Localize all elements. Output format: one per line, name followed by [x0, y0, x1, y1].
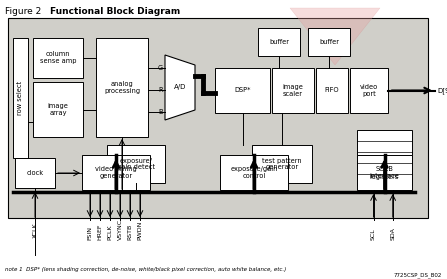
Bar	[33, 82, 83, 137]
Text: DSP*: DSP*	[234, 88, 251, 93]
Bar	[258, 28, 300, 56]
Text: RSTB: RSTB	[127, 224, 132, 240]
Text: G: G	[158, 65, 163, 71]
Text: 7725CSP_DS_B02: 7725CSP_DS_B02	[394, 272, 442, 278]
Bar	[350, 68, 388, 113]
Text: buffer: buffer	[269, 39, 289, 45]
Polygon shape	[165, 55, 195, 120]
Bar	[220, 155, 288, 190]
Text: exposure/gain
control: exposure/gain control	[230, 166, 278, 179]
Bar	[82, 155, 150, 190]
Bar	[8, 18, 428, 218]
Text: Figure 2: Figure 2	[5, 7, 41, 16]
Text: VSYNC: VSYNC	[118, 219, 122, 240]
Text: FIFO: FIFO	[325, 88, 339, 93]
Text: A/D: A/D	[174, 85, 186, 90]
Text: video timing
generator: video timing generator	[95, 166, 137, 179]
Bar	[357, 130, 412, 185]
Polygon shape	[290, 8, 380, 65]
Text: PCLK: PCLK	[107, 224, 113, 240]
Text: FSIN: FSIN	[88, 226, 93, 240]
Text: SCL: SCL	[371, 228, 376, 240]
Text: image
scaler: image scaler	[283, 84, 304, 97]
Bar	[33, 38, 83, 78]
Text: analog
processing: analog processing	[104, 81, 140, 94]
Text: exposure/
gain detect: exposure/ gain detect	[117, 158, 155, 170]
Bar	[107, 145, 165, 183]
Text: R: R	[158, 87, 163, 93]
Text: clock: clock	[26, 170, 43, 176]
Text: SCCB
interface: SCCB interface	[370, 166, 400, 179]
Bar	[272, 68, 314, 113]
Bar	[215, 68, 270, 113]
Text: registers: registers	[370, 174, 399, 180]
Text: XCLK: XCLK	[33, 222, 38, 238]
Bar	[308, 28, 350, 56]
Text: PWDN: PWDN	[138, 221, 143, 240]
Bar	[252, 145, 312, 183]
Text: HREF: HREF	[97, 223, 102, 240]
Bar	[13, 38, 28, 158]
Text: image
array: image array	[47, 103, 68, 116]
Bar	[15, 158, 55, 188]
Text: D[9:0]: D[9:0]	[437, 87, 447, 94]
Text: SDA: SDA	[390, 227, 395, 240]
Bar	[357, 155, 412, 190]
Bar	[316, 68, 348, 113]
Text: B: B	[158, 109, 163, 115]
Text: column
sense amp: column sense amp	[40, 52, 76, 64]
Text: note 1  DSP* (lens shading correction, de-noise, white/black pixel correction, a: note 1 DSP* (lens shading correction, de…	[5, 268, 286, 273]
Text: row select: row select	[17, 81, 24, 115]
Bar	[96, 38, 148, 137]
Text: buffer: buffer	[319, 39, 339, 45]
Text: video
port: video port	[360, 84, 378, 97]
Text: Functional Block Diagram: Functional Block Diagram	[50, 7, 180, 16]
Text: test pattern
generator: test pattern generator	[262, 158, 302, 170]
